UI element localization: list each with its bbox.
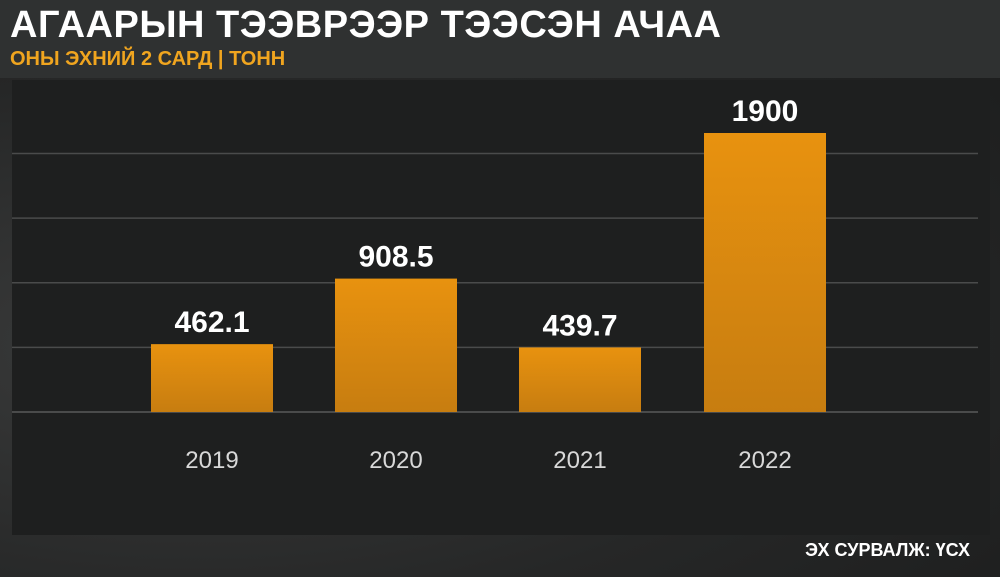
value-label-2020: 908.5 [358, 241, 433, 274]
x-tick-labels: 2019 2020 2021 2022 [185, 447, 791, 474]
bar-2022 [704, 133, 826, 412]
header-bar: АГААРЫН ТЭЭВРЭЭР ТЭЭСЭН АЧАА ОНЫ ЭХНИЙ 2… [0, 0, 1000, 78]
x-tick-2020: 2020 [369, 447, 422, 474]
x-tick-2022: 2022 [738, 447, 791, 474]
value-label-2022: 1900 [732, 95, 799, 128]
bar-2021 [519, 347, 641, 412]
value-labels: 462.1 908.5 439.7 1900 [174, 95, 798, 342]
bar-2020 [335, 278, 457, 412]
chart-title: АГААРЫН ТЭЭВРЭЭР ТЭЭСЭН АЧАА [10, 4, 722, 46]
chart-subtitle: ОНЫ ЭХНИЙ 2 САРД | ТОНН [10, 48, 286, 70]
x-tick-2021: 2021 [553, 447, 606, 474]
x-tick-2019: 2019 [185, 447, 238, 474]
chart-panel [12, 80, 990, 535]
bar-2019 [151, 344, 273, 412]
value-label-2021: 439.7 [542, 309, 617, 342]
source-note: ЭХ СУРВАЛЖ: ҮСХ [805, 540, 970, 560]
value-label-2019: 462.1 [174, 306, 249, 339]
bars [151, 133, 826, 412]
